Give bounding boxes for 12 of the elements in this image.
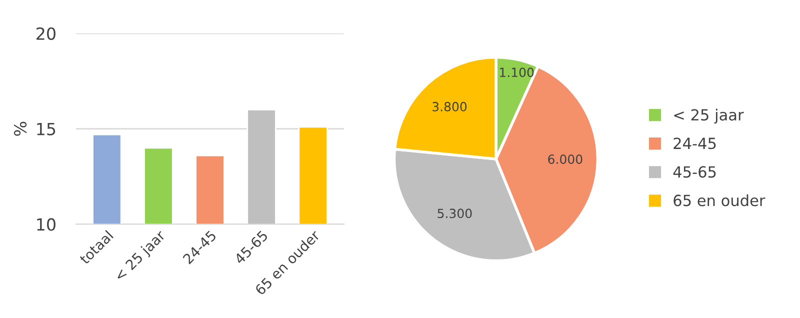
legend-label: 65 en ouder [674,194,766,206]
y-tick-label: 20 [36,27,56,40]
legend-label: 24-45 [674,138,716,150]
data-label: 6.000 [548,154,582,164]
data-label: 3.800 [432,102,467,112]
legend-label: < 25 jaar [674,108,744,124]
y-tick-label: 15 [37,122,56,136]
y-tick-label: 10 [37,218,56,231]
data-label: 5.300 [438,208,472,218]
legend-label: 45-65 [673,166,716,178]
data-label: 1.100 [500,68,534,78]
y-axis-title: % [14,122,27,136]
